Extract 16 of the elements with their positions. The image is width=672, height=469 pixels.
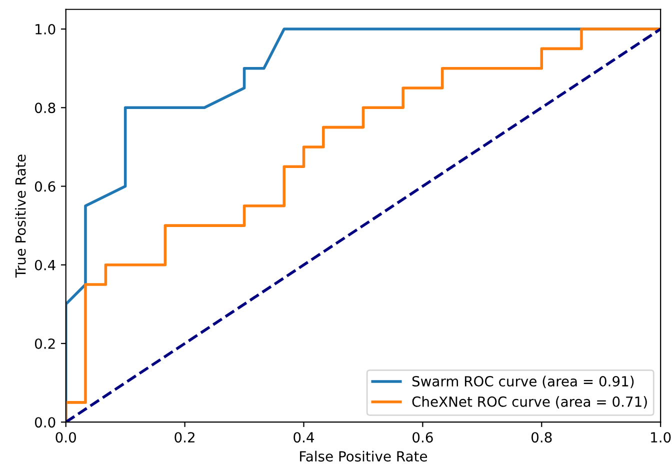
- x-tick-label: 1.0: [651, 432, 671, 443]
- x-tick-label: 0.2: [174, 432, 194, 443]
- y-tick-label: 0.0: [34, 417, 56, 428]
- x-tick-label: 0.8: [532, 432, 552, 443]
- y-tick-label: 0.8: [34, 102, 56, 114]
- x-tick-label: 0.0: [56, 432, 76, 443]
- y-tick-label: 0.6: [34, 181, 56, 192]
- y-tick-label: 0.2: [34, 338, 55, 349]
- y-tick-label: 1.0: [36, 24, 56, 35]
- legend-label: Swarm ROC curve (area = 0.91): [412, 376, 634, 388]
- x-tick-label: 0.4: [294, 432, 314, 443]
- y-axis-title: True Positive Rate: [15, 154, 26, 278]
- legend-label: CheXNet ROC curve (area = 0.71): [412, 396, 647, 409]
- x-tick-label: 0.6: [412, 432, 433, 443]
- y-tick-label: 0.4: [34, 260, 56, 270]
- x-axis-title: False Positive Rate: [300, 450, 428, 462]
